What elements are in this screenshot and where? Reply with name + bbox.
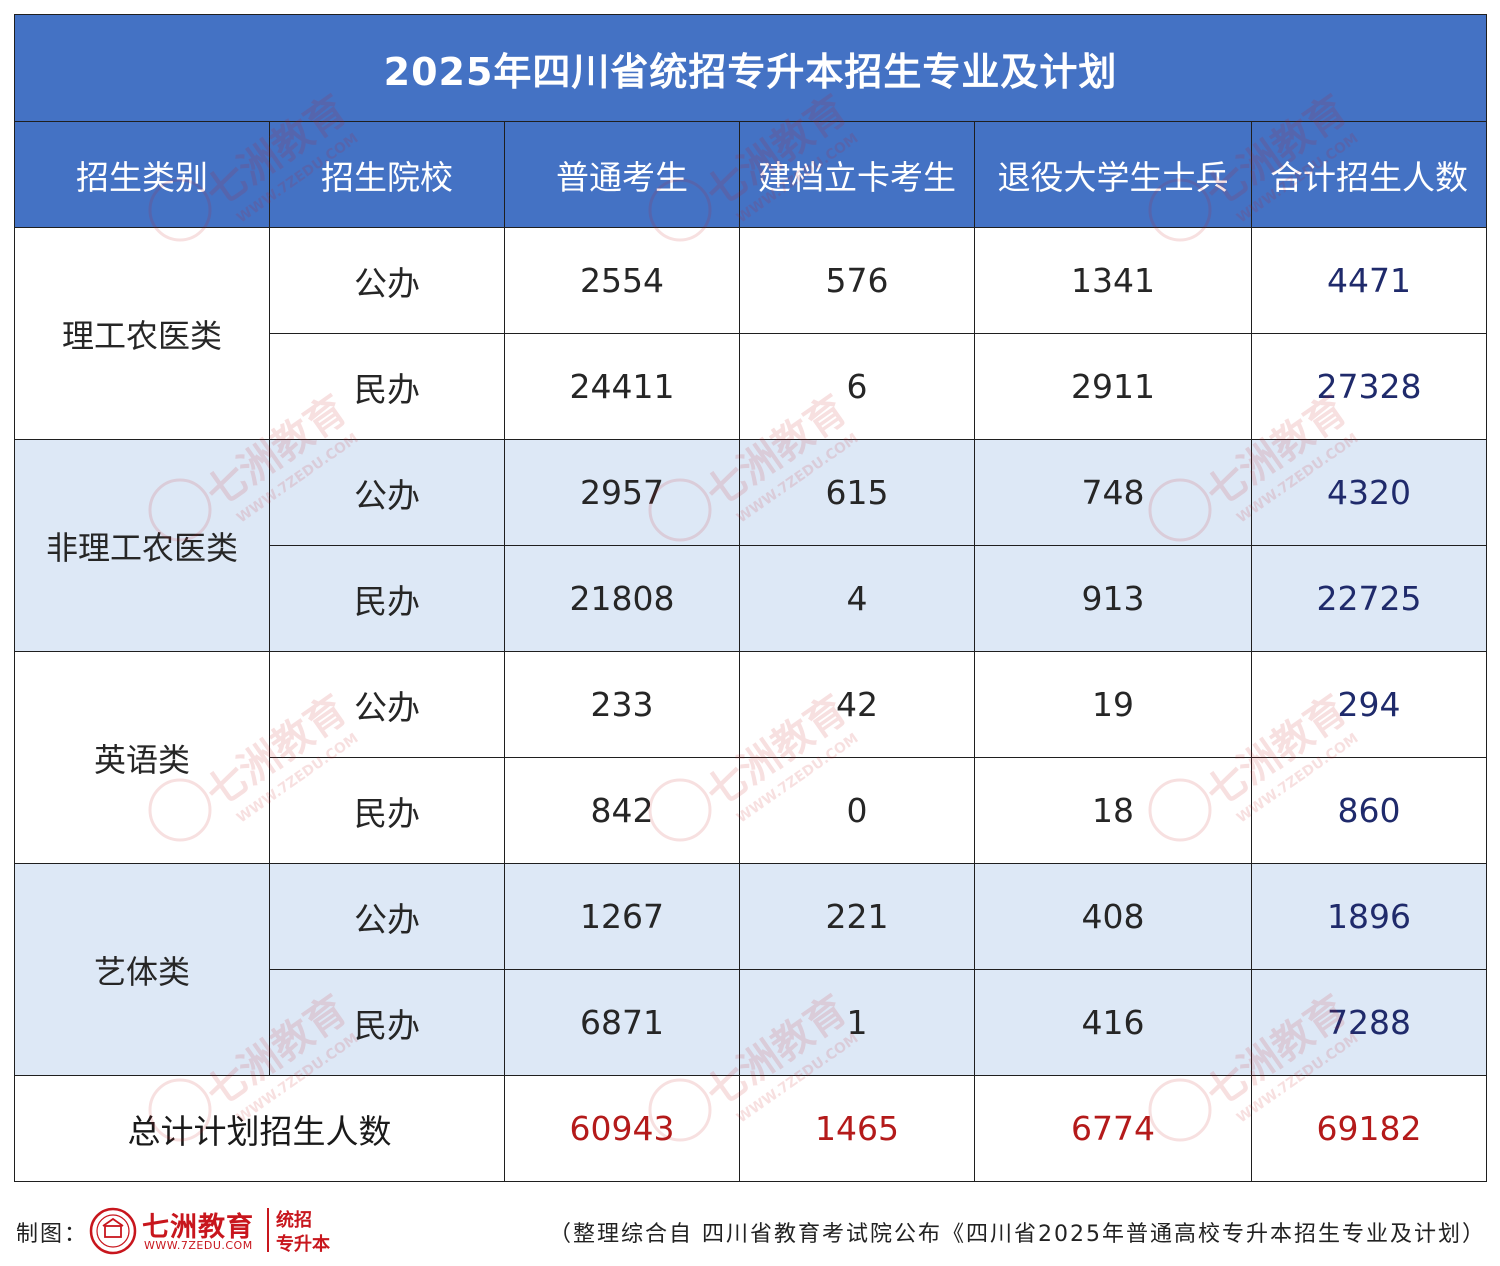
- school-type-cell: 公办: [269, 227, 505, 334]
- total-cell: 27328: [1250, 333, 1488, 440]
- school-type-cell: 公办: [269, 439, 505, 546]
- poverty-cell: 615: [739, 439, 975, 546]
- header-category: 招生类别: [14, 121, 270, 228]
- school-type-cell: 民办: [269, 333, 505, 440]
- poverty-cell: 1: [739, 969, 975, 1076]
- poverty-cell: 6: [739, 333, 975, 440]
- header-total: 合计招生人数: [1250, 121, 1488, 228]
- grand-total-label: 总计计划招生人数: [14, 1075, 505, 1182]
- total-cell: 4320: [1250, 439, 1488, 546]
- regular-cell: 24411: [504, 333, 740, 440]
- poverty-cell: 0: [739, 757, 975, 864]
- logo-name: 七洲教育: [142, 1212, 254, 1243]
- grand-total-poverty: 1465: [739, 1075, 975, 1182]
- veteran-cell: 1341: [974, 227, 1252, 334]
- enrollment-plan-table: 2025年四川省统招专升本招生专业及计划 招生类别 招生院校 普通考生 建档立卡…: [13, 14, 1488, 1182]
- total-cell: 22725: [1250, 545, 1488, 652]
- poverty-cell: 4: [739, 545, 975, 652]
- school-type-cell: 公办: [269, 651, 505, 758]
- veteran-cell: 18: [974, 757, 1252, 864]
- total-cell: 7288: [1250, 969, 1488, 1076]
- veteran-cell: 2911: [974, 333, 1252, 440]
- veteran-cell: 416: [974, 969, 1252, 1076]
- category-cell: 艺体类: [14, 863, 270, 1076]
- regular-cell: 233: [504, 651, 740, 758]
- veteran-cell: 748: [974, 439, 1252, 546]
- regular-cell: 2554: [504, 227, 740, 334]
- total-cell: 4471: [1250, 227, 1488, 334]
- logo-divider: [267, 1208, 269, 1252]
- school-type-cell: 民办: [269, 545, 505, 652]
- category-cell: 英语类: [14, 651, 270, 864]
- regular-cell: 6871: [504, 969, 740, 1076]
- total-cell: 1896: [1250, 863, 1488, 970]
- veteran-cell: 913: [974, 545, 1252, 652]
- regular-cell: 1267: [504, 863, 740, 970]
- veteran-cell: 19: [974, 651, 1252, 758]
- regular-cell: 21808: [504, 545, 740, 652]
- poverty-cell: 576: [739, 227, 975, 334]
- footer: 制图： 七洲教育 WWW.7ZEDU.COM 统招 专升本 （整理综合自 四川省…: [14, 1202, 1486, 1262]
- regular-cell: 2957: [504, 439, 740, 546]
- header-school: 招生院校: [269, 121, 505, 228]
- poverty-cell: 42: [739, 651, 975, 758]
- logo-tag-line1: 统招: [276, 1210, 312, 1231]
- school-type-cell: 民办: [269, 757, 505, 864]
- grand-total-regular: 60943: [504, 1075, 740, 1182]
- logo-tag-line2: 专升本: [276, 1234, 330, 1255]
- header-poverty: 建档立卡考生: [739, 121, 975, 228]
- header-veteran: 退役大学生士兵: [974, 121, 1252, 228]
- table-title: 2025年四川省统招专升本招生专业及计划: [13, 14, 1488, 122]
- grand-total-veteran: 6774: [974, 1075, 1252, 1182]
- school-type-cell: 民办: [269, 969, 505, 1076]
- total-cell: 294: [1250, 651, 1488, 758]
- enrollment-table-container: 2025年四川省统招专升本招生专业及计划 招生类别 招生院校 普通考生 建档立卡…: [13, 14, 1488, 1182]
- maker-label: 制图：: [16, 1222, 89, 1247]
- regular-cell: 842: [504, 757, 740, 864]
- school-type-cell: 公办: [269, 863, 505, 970]
- logo-url: WWW.7ZEDU.COM: [144, 1239, 253, 1252]
- category-cell: 非理工农医类: [14, 439, 270, 652]
- grand-total-all: 69182: [1250, 1075, 1488, 1182]
- category-cell: 理工农医类: [14, 227, 270, 440]
- source-note: （整理综合自 四川省教育考试院公布《四川省2025年普通高校专升本招生专业及计划…: [549, 1222, 1486, 1247]
- veteran-cell: 408: [974, 863, 1252, 970]
- seal-icon: [89, 1207, 137, 1255]
- header-regular: 普通考生: [504, 121, 740, 228]
- total-cell: 860: [1250, 757, 1488, 864]
- poverty-cell: 221: [739, 863, 975, 970]
